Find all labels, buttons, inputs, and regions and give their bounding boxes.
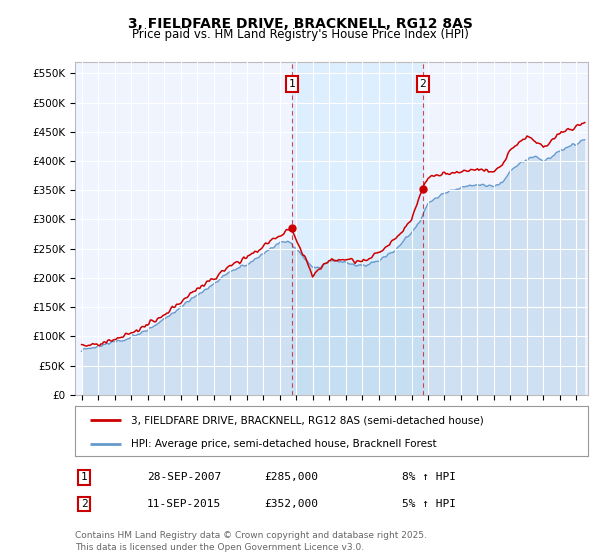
Text: Price paid vs. HM Land Registry's House Price Index (HPI): Price paid vs. HM Land Registry's House … xyxy=(131,28,469,41)
Text: 1: 1 xyxy=(289,79,295,89)
Text: 2: 2 xyxy=(80,499,88,509)
Text: Contains HM Land Registry data © Crown copyright and database right 2025.
This d: Contains HM Land Registry data © Crown c… xyxy=(75,531,427,552)
Text: 1: 1 xyxy=(80,472,88,482)
Text: 3, FIELDFARE DRIVE, BRACKNELL, RG12 8AS: 3, FIELDFARE DRIVE, BRACKNELL, RG12 8AS xyxy=(128,17,472,31)
Text: 2: 2 xyxy=(419,79,426,89)
Text: 11-SEP-2015: 11-SEP-2015 xyxy=(147,499,221,509)
Text: 3, FIELDFARE DRIVE, BRACKNELL, RG12 8AS (semi-detached house): 3, FIELDFARE DRIVE, BRACKNELL, RG12 8AS … xyxy=(131,415,484,425)
Text: 8% ↑ HPI: 8% ↑ HPI xyxy=(402,472,456,482)
Text: 28-SEP-2007: 28-SEP-2007 xyxy=(147,472,221,482)
Text: 5% ↑ HPI: 5% ↑ HPI xyxy=(402,499,456,509)
Text: HPI: Average price, semi-detached house, Bracknell Forest: HPI: Average price, semi-detached house,… xyxy=(131,439,437,449)
Text: £352,000: £352,000 xyxy=(264,499,318,509)
Bar xyxy=(292,62,423,395)
Text: £285,000: £285,000 xyxy=(264,472,318,482)
